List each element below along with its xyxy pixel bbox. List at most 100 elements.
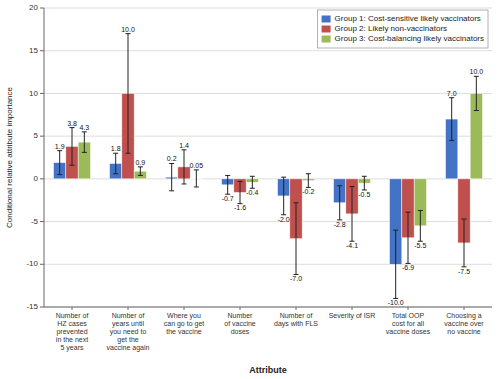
error-bar [70, 128, 75, 166]
x-tick [408, 307, 409, 310]
data-label: -6.9 [402, 264, 414, 271]
x-tick-label: Total OOPcost for allvaccine doses [386, 312, 431, 335]
data-label: 4.3 [79, 124, 89, 131]
data-label: -0.5 [358, 191, 370, 198]
x-axis [44, 307, 492, 308]
error-bar [362, 176, 367, 190]
x-tick [128, 307, 129, 310]
data-label: 3.8 [67, 120, 77, 127]
y-tick [40, 307, 44, 308]
error-bar [350, 187, 355, 242]
error-bar [194, 170, 199, 187]
grid-line [44, 136, 492, 137]
data-label: -10.0 [388, 299, 404, 306]
grid-line [44, 93, 492, 94]
legend-swatch [322, 26, 331, 33]
error-bar [182, 150, 187, 184]
data-label: -2.0 [278, 216, 290, 223]
legend-frame [318, 10, 488, 48]
data-label: -2.8 [334, 221, 346, 228]
data-label: -5.5 [414, 242, 426, 249]
x-tick-label: Where youcan go to getthe vaccine [164, 312, 205, 335]
y-tick-label: -15 [26, 302, 38, 311]
y-tick-label: 10 [29, 89, 38, 98]
x-tick [240, 307, 241, 310]
x-tick-label: Number ofHZ casespreventedin the next5 y… [56, 312, 89, 352]
y-tick-label: 5 [34, 131, 39, 140]
y-tick [40, 178, 44, 179]
data-label: 7.0 [447, 90, 457, 97]
y-tick-label: 20 [29, 3, 38, 12]
y-axis [44, 8, 45, 307]
y-tick-label: 0 [34, 174, 39, 183]
data-label: 1.8 [111, 145, 121, 152]
error-bar [449, 98, 454, 141]
grid-line [44, 264, 492, 265]
grid-line [44, 50, 492, 51]
data-label: 0.9 [135, 159, 145, 166]
y-tick-label: -5 [31, 217, 39, 226]
data-label: 0.2 [167, 155, 177, 162]
error-bar [406, 212, 411, 263]
legend-label: Group 2: Likely non-vaccinators [335, 24, 448, 33]
y-tick-label: -10 [26, 259, 38, 268]
y-tick [40, 50, 44, 51]
marks [54, 34, 483, 299]
error-bar [294, 203, 299, 275]
x-tick-label: Number ofdays with FLS [274, 312, 318, 328]
error-bar [113, 153, 118, 174]
x-tick [464, 307, 465, 310]
data-label: -1.6 [234, 204, 246, 211]
x-axis-title: Attribute [249, 365, 287, 375]
x-tick-label: Number ofyears untilyou need toget theva… [107, 312, 150, 352]
data-label: 1.9 [55, 143, 65, 150]
error-bar [337, 186, 342, 220]
x-tick-label: Severity of ISR [329, 312, 376, 320]
legend: Group 1: Cost-sensitive likely vaccinato… [318, 10, 488, 48]
data-label: -0.7 [222, 195, 234, 202]
error-bar [393, 230, 398, 298]
grid [44, 8, 492, 307]
error-bar [250, 176, 255, 188]
legend-swatch [322, 16, 331, 23]
error-bar [462, 219, 467, 267]
x-tick [352, 307, 353, 310]
legend-label: Group 1: Cost-sensitive likely vaccinato… [335, 14, 481, 23]
y-tick [40, 8, 44, 9]
y-axis-title: Conditional relative attribute importanc… [5, 86, 14, 228]
error-bar [126, 34, 131, 154]
y-tick [40, 264, 44, 265]
error-bar [82, 132, 87, 153]
x-tick-label: Numberof vaccinedoses [224, 312, 256, 335]
x-tick-label: Choosing avaccine overno vaccine [444, 312, 484, 335]
error-bar [281, 177, 286, 215]
data-label: 0.05 [190, 162, 204, 169]
x-tick [72, 307, 73, 310]
x-tick [296, 307, 297, 310]
legend-swatch [322, 36, 331, 43]
data-label: 1.4 [179, 142, 189, 149]
data-label: 10.0 [470, 68, 484, 75]
error-bar [474, 76, 479, 110]
data-label: -7.5 [458, 268, 470, 275]
x-tick [184, 307, 185, 310]
data-label: -0.2 [302, 188, 314, 195]
error-bar [306, 174, 311, 188]
y-tick [40, 93, 44, 94]
data-label: -4.1 [346, 242, 358, 249]
data-label: -7.0 [290, 275, 302, 282]
data-label: 10.0 [121, 26, 135, 33]
data-label: -0.4 [246, 189, 258, 196]
error-bar [57, 151, 62, 175]
error-bar [138, 167, 143, 176]
error-bar [169, 163, 174, 190]
error-bar [418, 210, 423, 241]
grid-line [44, 307, 492, 308]
error-bar [225, 175, 230, 194]
legend-label: Group 3: Cost-balancing likely vaccinato… [335, 34, 484, 43]
grid-line [44, 8, 492, 9]
y-tick [40, 136, 44, 137]
y-tick-label: 15 [29, 46, 38, 55]
chart: -15 -10 -5 0 5 10 15 20 1.9 1.8 0.2 -0.7 -2.0 -2.8 -10… [0, 0, 500, 379]
error-bar [238, 181, 243, 203]
